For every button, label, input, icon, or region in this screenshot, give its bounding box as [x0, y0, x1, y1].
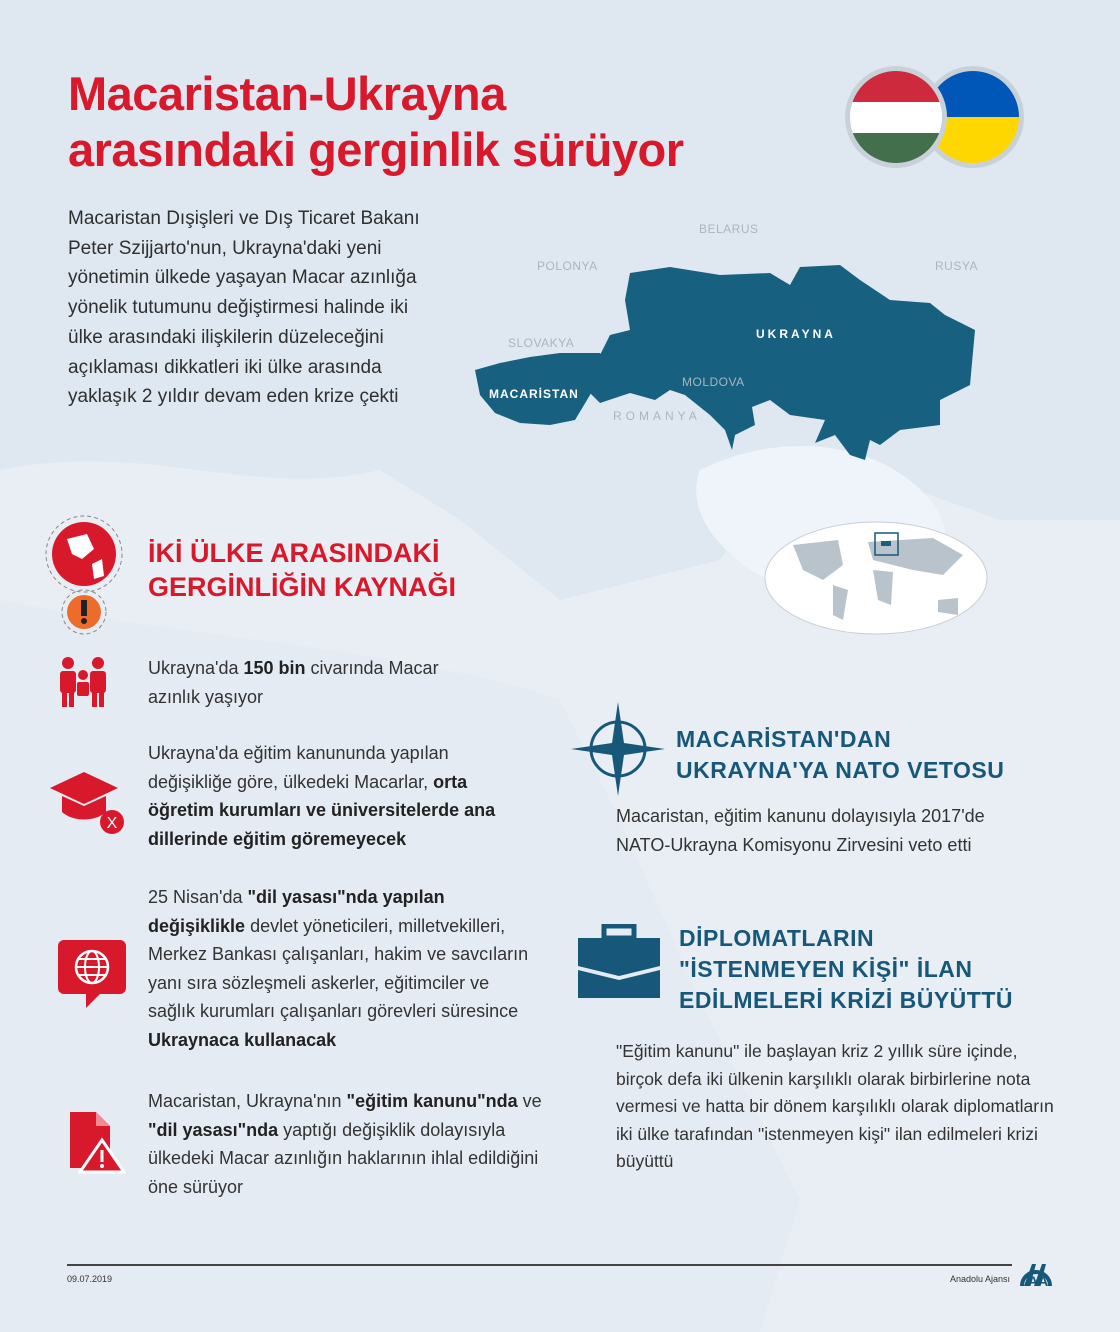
- document-warning-icon: [70, 1112, 126, 1174]
- footer-agency: Anadolu Ajansı: [950, 1274, 1011, 1284]
- hungary-shape: [475, 353, 605, 425]
- nato-star-icon: [571, 702, 665, 796]
- page-title: Macaristan-Ukrayna arasındaki gerginlik …: [68, 66, 684, 178]
- diplomats-text: "Eğitim kanunu" ile başlayan kriz 2 yıll…: [616, 1041, 1054, 1171]
- title-line1: Macaristan-Ukrayna: [68, 67, 506, 120]
- label-macaristan: MACARİSTAN: [489, 387, 579, 401]
- region-map: [475, 265, 975, 460]
- label-rusya: RUSYA: [935, 259, 978, 273]
- svg-text:AA: AA: [1028, 1273, 1048, 1288]
- left-heading: İKİ ÜLKE ARASINDAKİ GERGİNLİĞİN KAYNAĞI: [148, 536, 456, 604]
- briefcase-icon: [578, 924, 660, 998]
- diplomats-heading-line1: DİPLOMATLARIN: [679, 925, 875, 951]
- label-ukrayna: UKRAYNA: [756, 327, 836, 341]
- nato-heading: MACARİSTAN'DAN UKRAYNA'YA NATO VETOSU: [676, 724, 1004, 786]
- nato-heading-line1: MACARİSTAN'DAN: [676, 726, 892, 752]
- item-language-law: 25 Nisan'da "dil yasası"nda yapılan deği…: [148, 887, 529, 1050]
- ukraine-shape: [590, 265, 975, 460]
- globe-speech-icon: [58, 940, 126, 1008]
- intro-text: Macaristan Dışişleri ve Dış Ticaret Baka…: [68, 208, 420, 408]
- diplomats-heading-line2: "İSTENMEYEN KİŞİ" İLAN: [679, 956, 973, 982]
- label-romanya: ROMANYA: [613, 409, 701, 423]
- footer-date: 09.07.2019: [67, 1274, 113, 1284]
- label-polonya: POLONYA: [537, 259, 598, 273]
- anadolu-logo-icon: AA: [1020, 1264, 1052, 1288]
- footer-divider: [67, 1264, 1012, 1266]
- globe-warning-icon: [45, 515, 123, 635]
- item-minority: Ukrayna'da 150 bin civarında Macar azınl…: [148, 658, 439, 707]
- item-education: Ukrayna'da eğitim kanununda yapılan deği…: [148, 743, 496, 849]
- diplomats-heading-line3: EDİLMELERİ KRİZİ BÜYÜTTÜ: [679, 987, 1013, 1013]
- hungary-flag-icon: [850, 71, 942, 163]
- graduation-cap-x-icon: X: [50, 772, 124, 834]
- left-heading-line1: İKİ ÜLKE ARASINDAKİ: [148, 538, 440, 568]
- item-rights-claim: Macaristan, Ukrayna'nın "eğitim kanunu"n…: [148, 1091, 542, 1197]
- diplomats-heading: DİPLOMATLARIN "İSTENMEYEN KİŞİ" İLAN EDİ…: [679, 923, 1013, 1016]
- family-icon: [60, 657, 106, 707]
- left-heading-line2: GERGİNLİĞİN KAYNAĞI: [148, 572, 457, 602]
- locator-box: [874, 532, 899, 556]
- world-locator-map: [764, 521, 988, 635]
- flags: [845, 66, 1024, 168]
- svg-text:X: X: [107, 815, 118, 832]
- title-line2: arasındaki gerginlik sürüyor: [68, 123, 684, 176]
- nato-heading-line2: UKRAYNA'YA NATO VETOSU: [676, 757, 1005, 783]
- nato-text: Macaristan, eğitim kanunu dolayısıyla 20…: [616, 806, 985, 855]
- label-slovakya: SLOVAKYA: [508, 336, 575, 350]
- label-moldova: MOLDOVA: [682, 375, 745, 389]
- label-belarus: BELARUS: [699, 222, 759, 236]
